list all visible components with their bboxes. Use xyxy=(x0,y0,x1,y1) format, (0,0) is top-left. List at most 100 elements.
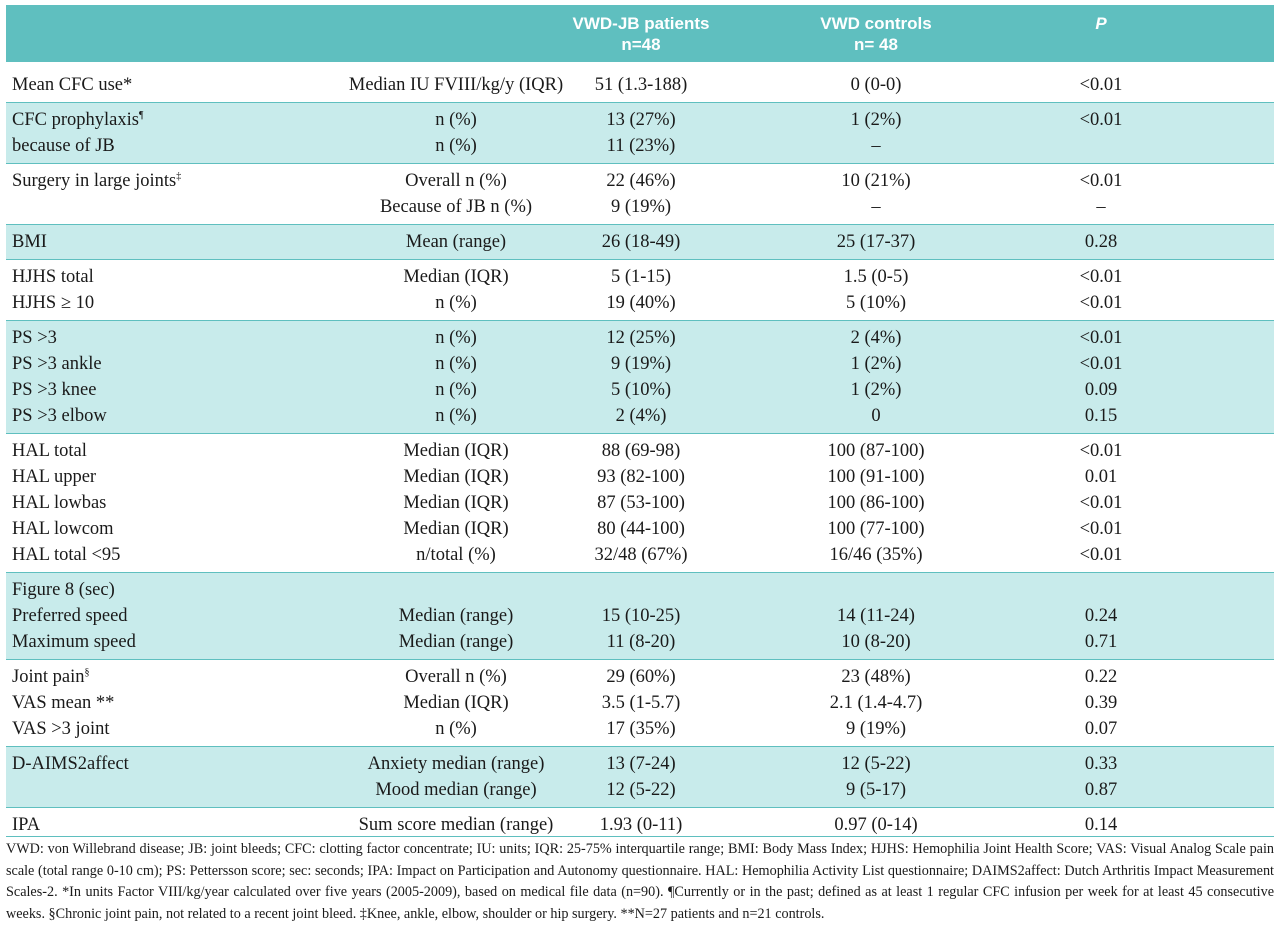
p-value-cell: <0.01 xyxy=(1079,267,1123,287)
row-group: IPA Sum score median (range) 1.93 (0-11) 0.… xyxy=(6,807,1274,842)
row-group: HAL total Median (IQR) 88 (69-98) 100 (87-1… xyxy=(6,433,1274,572)
variable-cell: Joint pain§ xyxy=(12,666,90,687)
table-row: Mood median (range) 12 (5-22) 9 (5-17) 0.87 xyxy=(6,777,1274,803)
measure-cell: n (%) xyxy=(435,110,477,130)
measure-cell: Median (IQR) xyxy=(403,519,509,539)
table-row: HJHS total Median (IQR) 5 (1-15) 1.5 (0-5) <… xyxy=(6,264,1274,290)
table-row: because of JB n (%) 11 (23%) – xyxy=(6,133,1274,159)
measure-cell: n (%) xyxy=(435,719,477,739)
table-row: HAL lowbas Median (IQR) 87 (53-100) 100 (86… xyxy=(6,490,1274,516)
table-row: PS >3 elbow n (%) 2 (4%) 0 0.15 xyxy=(6,403,1274,429)
controls-cell: 1 (2%) xyxy=(850,110,902,130)
header-patients-label: VWD-JB patients xyxy=(572,14,710,33)
patients-cell: 19 (40%) xyxy=(606,293,676,313)
variable-cell: D-AIMS2affect xyxy=(12,754,129,774)
p-value-cell: <0.01 xyxy=(1079,328,1123,348)
variable-cell: Mean CFC use* xyxy=(12,75,133,95)
patients-cell: 9 (19%) xyxy=(610,197,672,217)
patients-cell: 32/48 (67%) xyxy=(594,545,688,565)
controls-cell: 9 (19%) xyxy=(845,719,907,739)
variable-cell: Preferred speed xyxy=(12,606,128,626)
p-value-cell: <0.01 xyxy=(1079,493,1123,513)
header-controls-n: n= 48 xyxy=(854,35,898,54)
patients-cell: 2 (4%) xyxy=(615,406,667,426)
p-value-cell: <0.01 xyxy=(1079,75,1123,95)
variable-cell: HAL lowbas xyxy=(12,493,107,513)
controls-cell: 0.97 (0-14) xyxy=(834,815,918,835)
p-value-cell: 0.01 xyxy=(1084,467,1118,487)
table-row: PS >3 ankle n (%) 9 (19%) 1 (2%) <0.01 xyxy=(6,351,1274,377)
controls-cell: – xyxy=(871,197,881,217)
row-group: Joint pain§ Overall n (%) 29 (60%) 23 (48%)… xyxy=(6,659,1274,746)
measure-cell: Sum score median (range) xyxy=(358,815,554,835)
controls-cell: 5 (10%) xyxy=(845,293,907,313)
p-value-cell: – xyxy=(1096,197,1106,217)
patients-cell: 80 (44-100) xyxy=(597,519,685,539)
p-value-cell: <0.01 xyxy=(1079,441,1123,461)
controls-cell: 1 (2%) xyxy=(850,354,902,374)
measure-cell: Mean (range) xyxy=(405,232,507,252)
controls-cell: 100 (87-100) xyxy=(827,441,925,461)
table-row: Surgery in large joints‡ Overall n (%) 22 … xyxy=(6,168,1274,194)
controls-cell: 2 (4%) xyxy=(850,328,902,348)
patients-cell: 17 (35%) xyxy=(606,719,676,739)
table-row: Mean CFC use* Median IU FVIII/kg/y (IQR) 5… xyxy=(6,72,1274,98)
variable-cell: because of JB xyxy=(12,136,115,156)
controls-cell: 25 (17-37) xyxy=(836,232,916,252)
p-value-cell: <0.01 xyxy=(1079,545,1123,565)
controls-cell: 12 (5-22) xyxy=(841,754,911,774)
table-row: Preferred speed Median (range) 15 (10-25) 1… xyxy=(6,603,1274,629)
variable-cell: HAL total xyxy=(12,441,87,461)
p-value-cell: 0.07 xyxy=(1084,719,1118,739)
table-row: HJHS ≥ 10 n (%) 19 (40%) 5 (10%) <0.01 xyxy=(6,290,1274,316)
variable-cell: VAS >3 joint xyxy=(12,719,110,739)
header-patients: VWD-JB patients n=48 xyxy=(546,13,736,55)
p-value-cell: 0.33 xyxy=(1084,754,1118,774)
measure-cell: Mood median (range) xyxy=(375,780,537,800)
patients-cell: 26 (18-49) xyxy=(601,232,681,252)
measure-cell: Median (range) xyxy=(398,606,514,626)
patients-cell: 3.5 (1-5.7) xyxy=(601,693,681,713)
table-footnote: VWD: von Willebrand disease; JB: joint b… xyxy=(6,836,1274,925)
variable-cell: HJHS ≥ 10 xyxy=(12,293,95,313)
table-row: CFC prophylaxis¶ n (%) 13 (27%) 1 (2%) <0.01 xyxy=(6,107,1274,133)
variable-cell: HAL upper xyxy=(12,467,97,487)
header-controls-label: VWD controls xyxy=(820,14,932,33)
variable-cell: HAL total <95 xyxy=(12,545,121,565)
measure-cell: Overall n (%) xyxy=(405,171,507,191)
table-row: HAL total <95 n/total (%) 32/48 (67%) 16/46… xyxy=(6,542,1274,568)
measure-cell: n (%) xyxy=(435,406,477,426)
patients-cell: 93 (82-100) xyxy=(597,467,685,487)
measure-cell: Because of JB n (%) xyxy=(379,197,533,217)
p-value-cell: 0.39 xyxy=(1084,693,1118,713)
table-row: Maximum speed Median (range) 11 (8-20) 10 (… xyxy=(6,629,1274,655)
p-value-cell: <0.01 xyxy=(1079,171,1123,191)
patients-cell: 13 (27%) xyxy=(606,110,676,130)
table-row: IPA Sum score median (range) 1.93 (0-11) 0.… xyxy=(6,812,1274,838)
table-row: BMI Mean (range) 26 (18-49) 25 (17-37) 0.28 xyxy=(6,229,1274,255)
variable-cell: BMI xyxy=(12,232,47,252)
p-value-cell: 0.14 xyxy=(1084,815,1118,835)
variable-cell: CFC prophylaxis¶ xyxy=(12,109,144,130)
variable-cell: IPA xyxy=(12,815,41,835)
measure-cell: Overall n (%) xyxy=(405,667,507,687)
variable-cell: Figure 8 (sec) xyxy=(12,580,115,600)
patients-cell: 51 (1.3-188) xyxy=(594,75,688,95)
controls-cell: 9 (5-17) xyxy=(845,780,907,800)
measure-cell: Median (IQR) xyxy=(403,493,509,513)
controls-cell: 10 (21%) xyxy=(841,171,911,191)
header-controls: VWD controls n= 48 xyxy=(776,13,976,55)
p-value-cell: <0.01 xyxy=(1079,110,1123,130)
measure-cell: Anxiety median (range) xyxy=(367,754,545,774)
p-value-cell: 0.71 xyxy=(1084,632,1118,652)
table-row: HAL lowcom Median (IQR) 80 (44-100) 100 (77… xyxy=(6,516,1274,542)
patients-cell: 12 (25%) xyxy=(606,328,676,348)
table-row: VAS >3 joint n (%) 17 (35%) 9 (19%) 0.07 xyxy=(6,716,1274,742)
patients-cell: 87 (53-100) xyxy=(597,493,685,513)
controls-cell: 1.5 (0-5) xyxy=(843,267,909,287)
measure-cell: n (%) xyxy=(435,380,477,400)
controls-cell: 14 (11-24) xyxy=(837,606,915,626)
table-row: HAL upper Median (IQR) 93 (82-100) 100 (91-… xyxy=(6,464,1274,490)
measure-cell: Median (IQR) xyxy=(403,441,509,461)
controls-cell: 100 (86-100) xyxy=(827,493,925,513)
